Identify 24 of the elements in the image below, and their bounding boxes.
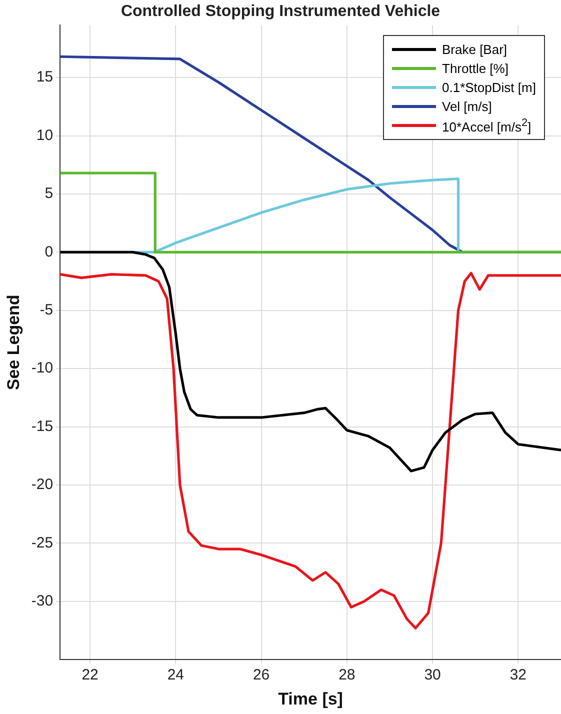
- legend-label: Throttle [%]: [442, 61, 508, 76]
- x-tick-label: 24: [167, 666, 184, 684]
- x-tick-label: 32: [510, 666, 527, 684]
- x-axis-title: Time [s]: [278, 689, 343, 708]
- legend-label: Vel [m/s]: [442, 99, 492, 114]
- chart-title: Controlled Stopping Instrumented Vehicle: [120, 3, 440, 20]
- y-tick-label: 0: [44, 243, 54, 260]
- y-tick-label: -25: [31, 534, 54, 552]
- y-tick-label: -30: [31, 592, 54, 610]
- y-tick-label: -10: [31, 360, 54, 377]
- y-tick-label: -20: [31, 476, 54, 494]
- y-tick-label: -15: [31, 418, 54, 435]
- y-tick-label: 15: [36, 68, 54, 86]
- legend-label: 10*Accel [m/s$^{2}$]: [442, 117, 532, 134]
- x-tick-label: 26: [252, 666, 270, 684]
- x-tick-label: 30: [424, 666, 441, 684]
- x-tick-label: 22: [82, 666, 98, 684]
- y-tick-label: 5: [44, 185, 54, 202]
- y-tick-label: -5: [40, 302, 54, 319]
- x-tick-label: 28: [338, 666, 356, 684]
- y-axis-title: See Legend: [4, 294, 23, 390]
- y-tick-label: 10: [36, 126, 54, 144]
- legend-label: 0.1*StopDist [m]: [442, 80, 536, 96]
- legend-label: Brake [Bar]: [442, 42, 508, 58]
